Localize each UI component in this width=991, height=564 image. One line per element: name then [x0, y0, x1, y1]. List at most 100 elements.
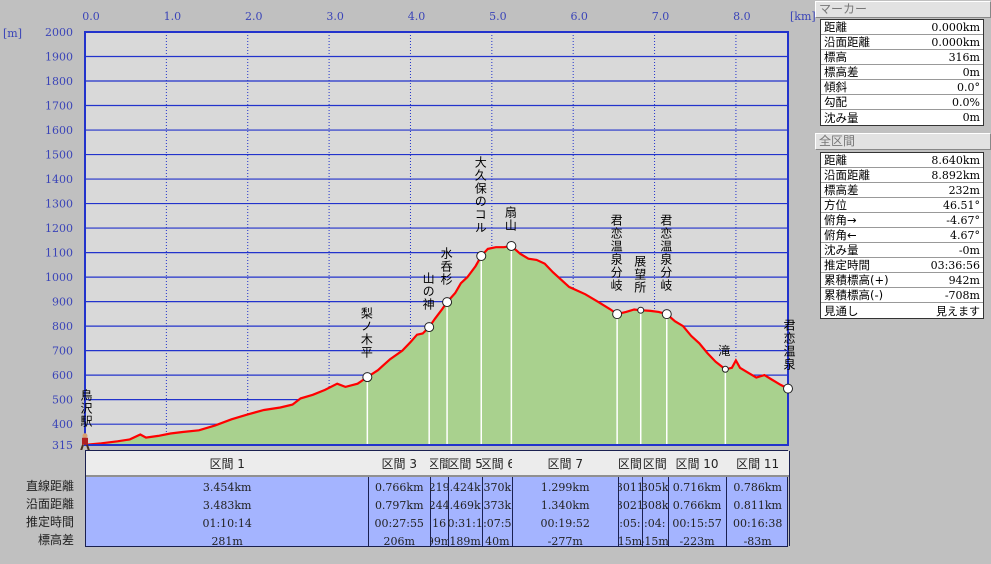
- info-row: 沿面距離 0.000km: [821, 35, 983, 50]
- section-cell: 308k: [641, 498, 668, 512]
- section-header[interactable]: 区間 6: [482, 451, 513, 477]
- waypoint-marker[interactable]: [661, 309, 672, 320]
- info-value: 見えます: [936, 304, 980, 318]
- section-cell: 1.299km: [540, 480, 590, 494]
- section-cell: -15m: [641, 534, 668, 547]
- waypoint-label: 水呑杉: [439, 247, 454, 287]
- x-tick-label: 4.0: [408, 10, 426, 23]
- section-cell: 00:19:52: [540, 516, 590, 530]
- section-column[interactable]: 区間 3 0.766km 0.797km 00:27:55 206m: [368, 451, 432, 546]
- section-cell: 16: [432, 516, 447, 530]
- waypoint-marker[interactable]: [637, 306, 645, 314]
- section-header[interactable]: 区間 7: [512, 451, 619, 477]
- section-header[interactable]: 区間: [641, 451, 668, 477]
- y-tick-label: 400: [52, 418, 73, 431]
- section-cell: 0:31:1: [448, 516, 483, 530]
- y-tick-label: 1900: [45, 51, 73, 64]
- section-header[interactable]: 区間 3: [368, 451, 431, 477]
- info-key: 沈み量: [824, 243, 859, 257]
- section-cell: 373k: [483, 498, 512, 512]
- section-column[interactable]: 区間 219 244 16 99m: [430, 451, 450, 547]
- waypoint-label: 君恋温泉分岐: [609, 214, 624, 293]
- info-key: 方位: [824, 198, 847, 212]
- waypoint-marker[interactable]: [721, 365, 729, 373]
- waypoint-marker[interactable]: [442, 297, 453, 308]
- y-tick-label: 800: [52, 320, 73, 333]
- x-tick-label: 7.0: [652, 10, 670, 23]
- info-row: 標高 316m: [821, 50, 983, 65]
- section-column[interactable]: 区間 1 3.454km 3.483km 01:10:14 281m: [86, 451, 370, 546]
- info-row: 沿面距離 8.892km: [821, 168, 983, 183]
- section-cell: 3.454km: [202, 480, 252, 494]
- section-column[interactable]: 区間 5 .424k .469k 0:31:1 189m: [448, 451, 484, 546]
- waypoint-marker[interactable]: [612, 309, 623, 320]
- x-tick-label: 8.0: [733, 10, 751, 23]
- section-header[interactable]: 区間 11: [726, 451, 789, 477]
- info-key: 推定時間: [824, 258, 870, 272]
- section-column[interactable]: 区間 11 0.786km 0.811km 00:16:38 -83m: [726, 451, 790, 546]
- section-cell: 15m: [618, 534, 642, 547]
- waypoint-marker[interactable]: [424, 322, 435, 333]
- waypoint-marker[interactable]: [476, 251, 487, 262]
- section-cell: 40m: [485, 534, 510, 547]
- section-header[interactable]: 区間 1: [86, 451, 369, 477]
- section-cell: 00:15:57: [672, 516, 722, 530]
- waypoint-marker[interactable]: [362, 372, 373, 383]
- info-row: 累積標高(-) -708m: [821, 288, 983, 303]
- section-cell: :07:5: [483, 516, 512, 530]
- info-key: 沿面距離: [824, 35, 870, 49]
- section-column[interactable]: 区間 3011 3021:05: 15m: [618, 451, 643, 546]
- info-row: 見通し 見えます: [821, 303, 983, 318]
- y-tick-label: 900: [52, 296, 73, 309]
- info-value: 0.000km: [931, 20, 980, 34]
- section-cell: :05:: [619, 516, 641, 530]
- section-header[interactable]: 区間 10: [667, 451, 727, 477]
- section-cell: :04:: [644, 516, 666, 530]
- info-row: 沈み量 -0m: [821, 243, 983, 258]
- waypoint-marker[interactable]: [506, 240, 517, 251]
- waypoint-label: 扇山: [503, 205, 518, 232]
- info-value: 316m: [948, 50, 980, 64]
- info-key: 距離: [824, 20, 847, 34]
- info-key: 沈み量: [824, 110, 859, 125]
- waypoint-marker[interactable]: [783, 383, 793, 394]
- section-cell: 0.797km: [374, 498, 424, 512]
- info-key: 累積標高(+): [824, 273, 889, 287]
- x-tick-label: 3.0: [326, 10, 344, 23]
- marker-panel-header[interactable]: マーカー: [815, 1, 991, 18]
- section-column[interactable]: 区間 10 0.716km 0.766km 00:15:57 -223m: [667, 451, 728, 547]
- info-row: 標高差 0m: [821, 65, 983, 80]
- info-value: 4.67°: [950, 228, 980, 242]
- section-column[interactable]: 区間 7 1.299km 1.340km 00:19:52 -277m: [512, 451, 620, 546]
- section-header[interactable]: 区間: [618, 451, 642, 477]
- section-cell: 99m: [430, 534, 448, 547]
- info-key: 勾配: [824, 95, 847, 109]
- info-value: 8.892km: [931, 168, 980, 182]
- section-column[interactable]: 区間 6 370k 373k:07:5 40m: [482, 451, 514, 547]
- table-row-label: 沿面距離: [25, 497, 74, 511]
- info-row: 勾配 0.0%: [821, 95, 983, 110]
- y-tick-label: 1000: [45, 271, 73, 284]
- section-cell: 0.716km: [672, 480, 722, 494]
- section-header[interactable]: 区間 5: [448, 451, 483, 477]
- section-cell: 01:10:14: [202, 516, 252, 530]
- info-value: -708m: [944, 288, 980, 302]
- info-value: 46.51°: [943, 198, 980, 212]
- y-tick-label: 1800: [45, 75, 73, 88]
- table-row-label: 直線距離: [25, 479, 74, 493]
- section-column[interactable]: 区間 305k 308k:04: -15m: [641, 451, 669, 547]
- hiker-icon[interactable]: [80, 433, 90, 450]
- section-cell: 1.340km: [540, 498, 590, 512]
- waypoint-label: 君恋温泉: [782, 318, 796, 371]
- x-tick-label: 0.0: [82, 10, 100, 23]
- section-cell: 0.786km: [733, 480, 782, 494]
- total-panel-header[interactable]: 全区間: [815, 133, 991, 150]
- section-cell: 3021: [618, 498, 642, 512]
- elevation-profile-chart[interactable]: 2000 1900 1800 1700 1600 1500 1400 1300 1200 1100…: [0, 0, 815, 450]
- info-row: 距離 0.000km: [821, 20, 983, 35]
- table-row-label: 標高差: [37, 533, 74, 547]
- section-header[interactable]: 区間: [430, 451, 449, 477]
- y-tick-label: 1400: [45, 173, 73, 186]
- info-row: 俯角← 4.67°: [821, 228, 983, 243]
- section-cell: -223m: [679, 534, 715, 547]
